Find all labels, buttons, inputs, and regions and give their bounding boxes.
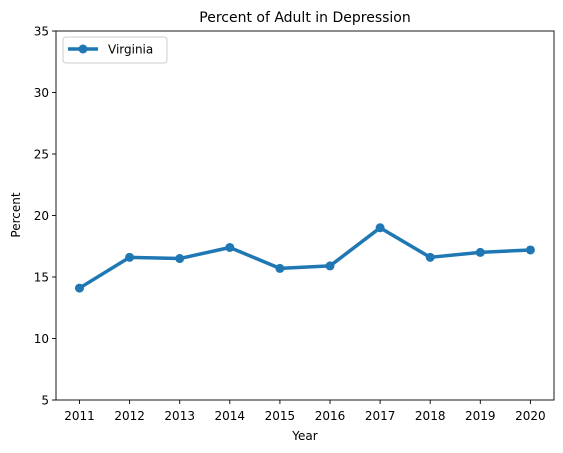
legend-dot-marker [78,44,88,54]
x-tick-label: 2015 [265,409,296,423]
y-tick-label: 35 [34,25,49,39]
legend-label: Virginia [108,43,153,57]
x-tick-label: 2018 [415,409,446,423]
y-axis-label: Percent [9,192,23,237]
plot-area: 5 10 15 20 25 30 35 2011 2012 2013 2014 2015 2016 201… [34,25,546,424]
legend: Virginia [62,36,168,64]
data-point [175,254,185,264]
x-tick-label: 2017 [365,409,396,423]
x-tick-label: 2020 [515,409,546,423]
y-tick-label: 25 [34,148,49,162]
plot-frame [55,30,555,401]
y-tick-label: 20 [34,209,49,223]
data-point [375,223,385,233]
data-point [425,252,435,262]
data-point [475,247,485,257]
data-point [275,263,285,273]
y-tick-label: 5 [41,394,49,408]
x-tick-label: 2014 [215,409,246,423]
data-point [325,261,335,271]
series-line-virginia [77,226,533,290]
x-tick-label: 2013 [164,409,195,423]
y-tick-label: 30 [34,86,49,100]
data-point [125,252,135,262]
x-tick-label: 2011 [64,409,95,423]
y-tick-label: 15 [34,271,49,285]
data-point [525,245,535,255]
y-tick-label: 10 [34,332,49,346]
chart-title: Percent of Adult in Depression [199,10,410,26]
x-axis-label: Year [291,429,317,443]
x-tick-label: 2012 [114,409,145,423]
x-tick-label: 2016 [315,409,346,423]
legend-box [62,36,168,64]
x-tick-label: 2019 [465,409,496,423]
data-point [75,283,84,293]
data-point [225,242,235,252]
